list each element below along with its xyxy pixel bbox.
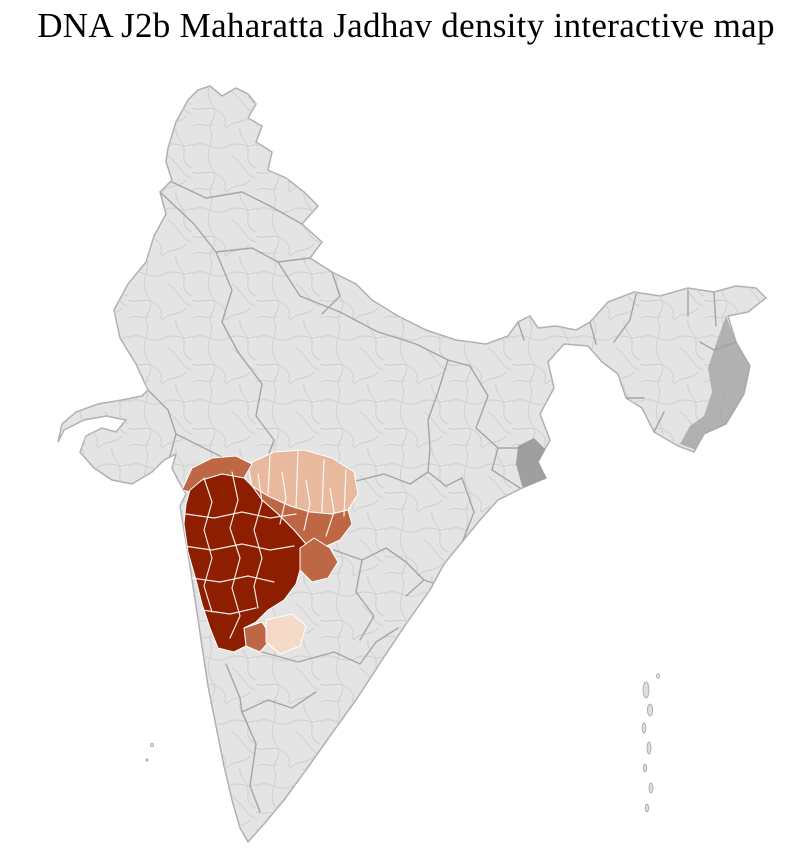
island[interactable]: [646, 741, 652, 755]
district-boundary-line: [279, 471, 287, 525]
cluster-district-borders: [183, 451, 347, 639]
district-boundary-line: [303, 479, 311, 531]
state-boundary-line: [589, 321, 597, 345]
state-boundary-line: [225, 663, 243, 713]
district-boundary-line: [295, 451, 299, 509]
state-boundary-line: [491, 447, 521, 489]
state-boundary-line: [355, 559, 375, 641]
page-title: DNA J2b Maharatta Jadhav density interac…: [37, 6, 775, 45]
island[interactable]: [656, 673, 661, 679]
district-boundary-line: [343, 469, 347, 517]
island[interactable]: [642, 763, 648, 773]
density-region-medium[interactable]: [299, 537, 339, 583]
state-boundary-line: [241, 691, 317, 713]
state-boundary-line: [321, 271, 341, 315]
state-boundary-line: [653, 411, 665, 433]
island[interactable]: [642, 681, 650, 699]
island[interactable]: [145, 758, 149, 762]
state-boundary-line: [469, 365, 523, 449]
lakshadweep-islands: [145, 743, 154, 762]
state-boundary-line: [159, 191, 311, 263]
district-boundary-line: [321, 459, 325, 513]
island[interactable]: [648, 782, 654, 794]
state-boundary-line: [241, 711, 261, 813]
density-region-trace[interactable]: [265, 613, 307, 655]
island[interactable]: [641, 722, 647, 734]
state-boundary-line: [333, 547, 425, 581]
district-boundary-line: [201, 607, 257, 615]
state-boundary-line: [427, 359, 449, 473]
island[interactable]: [645, 803, 650, 813]
state-boundary-line: [261, 627, 399, 665]
state-boundary-line: [613, 293, 637, 343]
district-boundary-line: [203, 477, 213, 613]
island[interactable]: [647, 703, 654, 717]
state-boundary-line: [171, 181, 303, 225]
district-texture: [58, 86, 766, 842]
state-boundary-line: [147, 389, 177, 457]
district-boundary-line: [267, 455, 271, 495]
district-boundary-line: [325, 487, 335, 537]
district-boundary-line: [253, 473, 263, 609]
state-boundary-line: [175, 433, 225, 459]
island[interactable]: [149, 743, 154, 748]
state-boundary-line: [351, 471, 463, 487]
district-boundary-line: [191, 575, 275, 583]
andaman-nicobar-islands: [641, 673, 661, 813]
state-boundary-line: [517, 321, 525, 341]
district-boundary-line: [185, 511, 297, 519]
northeast-border-shade-region: [680, 316, 750, 450]
state-boundary-line: [713, 291, 717, 327]
district-boundary-line: [183, 543, 295, 551]
state-boundary-line: [215, 251, 239, 353]
district-boundary-line: [229, 471, 241, 639]
